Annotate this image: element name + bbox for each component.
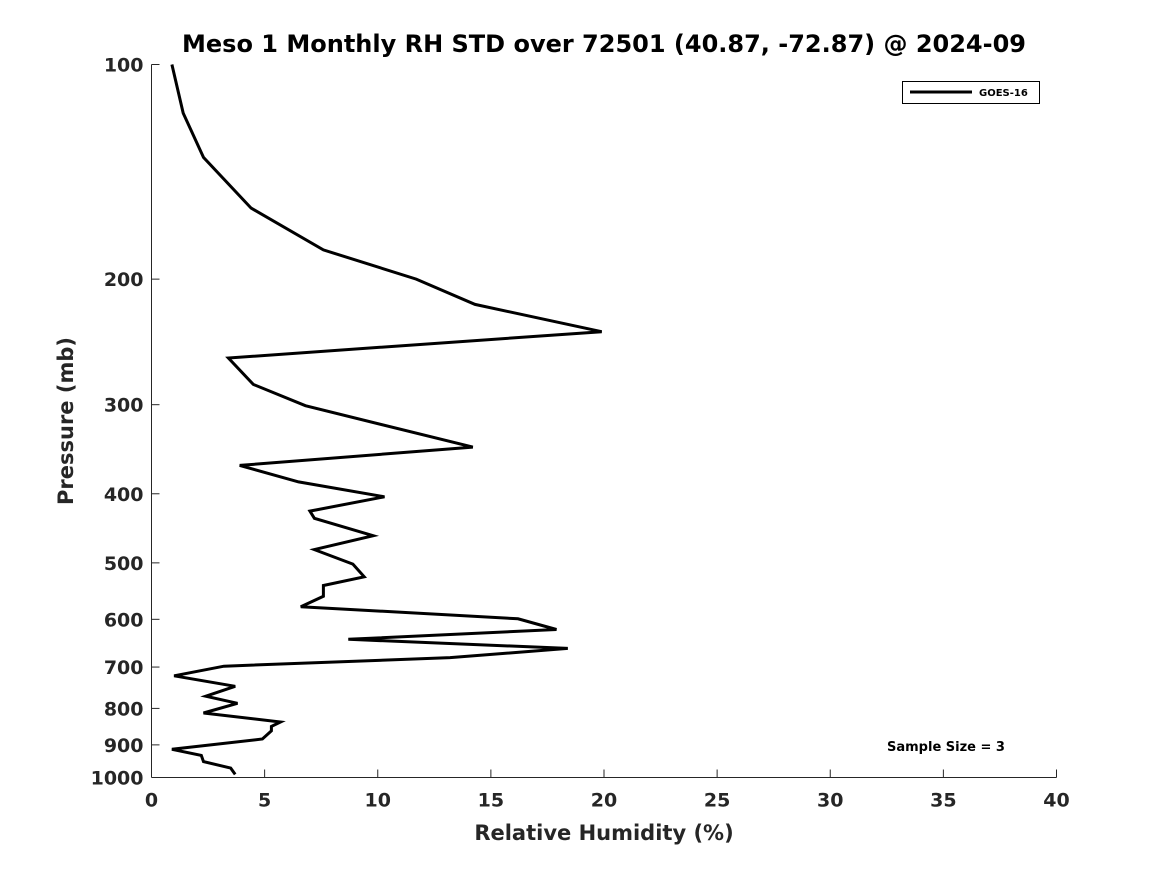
y-tick-label: 900 xyxy=(104,735,144,757)
legend: GOES-16 xyxy=(902,81,1040,104)
x-tick-label: 0 xyxy=(145,790,158,812)
x-axis-label: Relative Humidity (%) xyxy=(474,821,733,845)
x-tick-label: 25 xyxy=(704,790,730,812)
x-tick-label: 10 xyxy=(365,790,391,812)
series-line-goes-16 xyxy=(170,64,603,776)
x-tick-label: 15 xyxy=(478,790,504,812)
y-tick-label: 500 xyxy=(104,553,144,575)
x-ticks: 0 5 10 15 20 25 30 35 40 xyxy=(145,769,1070,812)
y-tick-label: 1000 xyxy=(91,768,144,790)
y-tick-label: 600 xyxy=(104,609,144,631)
sample-size-annotation: Sample Size = 3 xyxy=(887,740,1005,755)
chart-title: Meso 1 Monthly RH STD over 72501 (40.87,… xyxy=(182,30,1026,58)
x-tick-label: 5 xyxy=(258,790,271,812)
plot-axes xyxy=(151,64,1057,778)
x-tick-label: 20 xyxy=(591,790,617,812)
series-group xyxy=(170,64,603,776)
y-axis-label: Pressure (mb) xyxy=(54,337,78,505)
x-tick-label: 35 xyxy=(930,790,956,812)
y-tick-label: 300 xyxy=(104,395,144,417)
y-tick-label: 700 xyxy=(104,657,144,679)
x-tick-label: 40 xyxy=(1043,790,1069,812)
y-ticks: 100 200 300 400 500 600 700 800 900 1000 xyxy=(91,55,160,790)
legend-label-goes-16: GOES-16 xyxy=(979,88,1028,99)
y-tick-label: 400 xyxy=(104,484,144,506)
y-tick-label: 100 xyxy=(104,55,144,77)
x-tick-label: 30 xyxy=(817,790,843,812)
y-tick-label: 800 xyxy=(104,698,144,720)
y-tick-label: 200 xyxy=(104,269,144,291)
